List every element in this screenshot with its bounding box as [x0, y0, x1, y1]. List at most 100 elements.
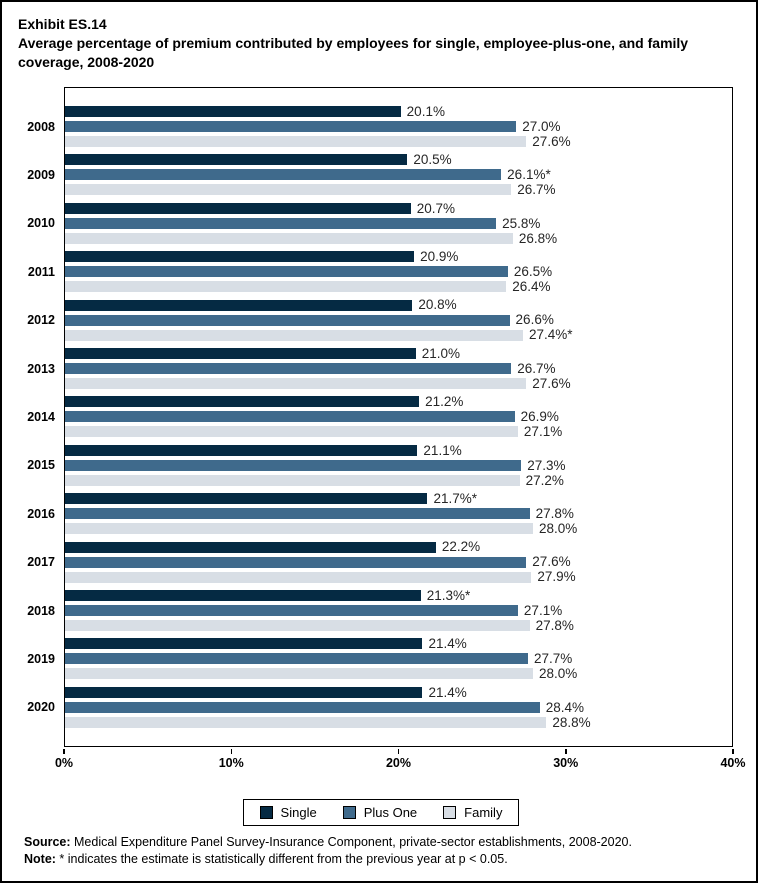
axis-tick-label: 40%	[720, 756, 746, 770]
bar-set: 21.1% 27.3% 27.2%	[64, 444, 734, 488]
bar-value-label: 20.9%	[420, 248, 459, 264]
year-label: 2013	[27, 361, 55, 376]
bar-single	[64, 154, 408, 166]
bar-family	[64, 523, 533, 535]
bar-plus-one	[64, 363, 512, 375]
bar-set: 21.3%* 27.1% 27.8%	[64, 587, 734, 633]
year-group: 2016 21.7%* 27.8% 28.0%	[2, 491, 734, 535]
bar-value-label: 25.8%	[502, 215, 541, 231]
bar-value-label: 27.1%	[523, 424, 563, 440]
bar-family	[64, 329, 523, 341]
bar-single	[64, 590, 421, 602]
legend-item: Plus One	[342, 805, 418, 820]
legend-swatch-single	[259, 806, 273, 819]
note-label: Note:	[24, 851, 56, 866]
bar-row: 28.0%	[64, 666, 734, 682]
bar-set: 20.8% 26.6% 27.4%*	[64, 297, 734, 343]
bar-row: 27.1%	[64, 602, 734, 618]
bar-row: 26.1%*	[64, 167, 734, 183]
bar-value-label: 21.7%*	[433, 491, 478, 506]
footer: Source: Medical Expenditure Panel Survey…	[24, 834, 738, 867]
bar-value-label: 26.4%	[512, 278, 551, 294]
bar-value-label: 27.6%	[532, 133, 571, 149]
year-group: 2012 20.8% 26.6% 27.4%*	[2, 297, 734, 343]
bar-single	[64, 251, 415, 263]
bar-value-label: 26.5%	[513, 263, 553, 279]
bar-value-label: 21.3%*	[426, 587, 471, 603]
bar-plus-one	[64, 653, 528, 665]
bar-single	[64, 444, 418, 456]
bar-value-label: 20.7%	[416, 200, 455, 216]
bar-value-label: 20.8%	[418, 297, 457, 313]
bar-set: 20.5% 26.1%* 26.7%	[64, 152, 734, 196]
bar-value-label: 27.7%	[533, 651, 573, 667]
bar-single	[64, 106, 401, 117]
bar-family	[64, 184, 512, 196]
legend-label: Single	[280, 805, 317, 820]
bar-row: 20.9%	[64, 248, 734, 264]
legend-label: Family	[464, 805, 503, 820]
year-label: 2008	[27, 119, 55, 134]
bar-row: 26.4%	[64, 278, 734, 294]
bar-value-label: 28.0%	[539, 666, 578, 682]
bar-row: 21.4%	[64, 684, 734, 700]
bar-row: 27.6%	[64, 133, 734, 149]
bar-single	[64, 638, 423, 650]
bar-row: 27.4%*	[64, 327, 734, 343]
year-group: 2019 21.4% 27.7% 28.0%	[2, 637, 734, 682]
bar-value-label: 26.6%	[515, 312, 554, 328]
bar-row: 26.7%	[64, 360, 734, 376]
bar-row: 21.0%	[64, 347, 734, 360]
legend: Single Plus One Family	[242, 799, 520, 826]
bar-value-label: 27.1%	[523, 602, 563, 618]
bar-family	[64, 281, 507, 293]
bar-row: 21.2%	[64, 395, 734, 408]
bar-row: 22.2%	[64, 539, 734, 555]
bar-plus-one	[64, 411, 515, 423]
bar-single	[64, 396, 420, 408]
bar-value-label: 20.5%	[413, 152, 452, 168]
legend-item: Family	[443, 805, 502, 820]
exhibit-number: Exhibit ES.14	[18, 16, 107, 32]
legend-label: Plus One	[363, 805, 418, 820]
year-label: 2010	[27, 216, 55, 231]
bar-plus-one	[64, 556, 527, 568]
bar-single	[64, 686, 423, 698]
axis-tick	[230, 749, 232, 754]
bar-value-label: 26.1%*	[507, 167, 551, 183]
note-line: Note: * indicates the estimate is statis…	[24, 851, 738, 868]
bar-value-label: 26.9%	[520, 409, 559, 425]
year-label: 2011	[27, 264, 55, 279]
bar-family	[64, 620, 530, 632]
year-group: 2014 21.2% 26.9% 27.1%	[2, 395, 734, 440]
bar-plus-one	[64, 314, 510, 326]
bar-value-label: 28.8%	[552, 714, 591, 730]
axis-tick-label: 20%	[385, 756, 412, 770]
bar-family	[64, 378, 527, 390]
year-group: 2010 20.7% 25.8% 26.8%	[2, 200, 734, 245]
bar-row: 27.2%	[64, 472, 734, 488]
axis-tick-label: 0%	[54, 756, 74, 770]
bar-value-label: 27.6%	[532, 375, 571, 391]
year-group: 2009 20.5% 26.1%* 26.7%	[2, 152, 734, 196]
bar-value-label: 27.8%	[535, 617, 574, 633]
bar-row: 25.8%	[64, 215, 734, 231]
bar-value-label: 22.2%	[441, 539, 481, 555]
bar-set: 21.4% 27.7% 28.0%	[64, 637, 734, 682]
bar-row: 28.8%	[64, 714, 734, 730]
bar-value-label: 27.2%	[525, 472, 564, 488]
year-group: 2015 21.1% 27.3% 27.2%	[2, 444, 734, 488]
chart-title: Average percentage of premium contribute…	[18, 35, 689, 70]
year-group: 2008 20.1% 27.0% 27.6%	[2, 105, 734, 149]
bar-value-label: 21.4%	[428, 684, 467, 700]
bar-value-label: 27.9%	[537, 569, 576, 585]
bar-row: 20.8%	[64, 297, 734, 313]
bar-value-label: 27.4%*	[528, 327, 573, 343]
bar-row: 26.6%	[64, 312, 734, 328]
bar-row: 26.9%	[64, 409, 734, 425]
bar-single	[64, 348, 416, 360]
bar-value-label: 26.7%	[517, 360, 556, 376]
bar-row: 27.6%	[64, 555, 734, 568]
bar-value-label: 27.8%	[535, 506, 574, 521]
bar-groups: 2008 20.1% 27.0% 27.6% 2009 20.5% 26.1%* 26.7% 2…	[2, 87, 734, 747]
